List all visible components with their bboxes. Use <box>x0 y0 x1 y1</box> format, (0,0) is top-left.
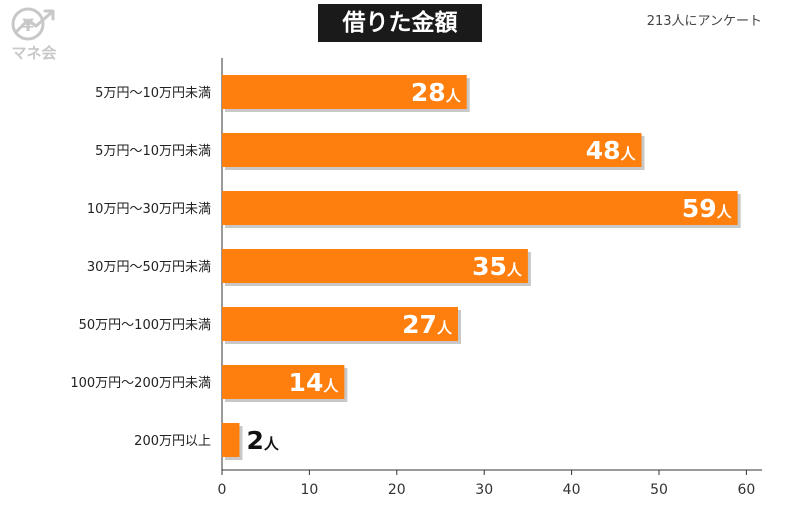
yen-symbol: ¥ <box>22 16 34 36</box>
x-tick-label-2: 20 <box>388 482 406 498</box>
category-label-2: 10万円～30万円未満 <box>87 202 211 217</box>
bar-6 <box>222 423 240 457</box>
value-label-2: 59人 <box>682 194 733 223</box>
value-label-5: 14人 <box>289 368 340 397</box>
brand-name: マネ会 <box>11 44 56 62</box>
value-label-1: 48人 <box>586 136 637 165</box>
value-label-0: 28人 <box>411 78 462 107</box>
bar-1 <box>222 133 642 167</box>
value-label-6: 2人 <box>246 426 279 455</box>
category-label-5: 100万円～200万円未満 <box>70 376 211 391</box>
brand-logo: ¥ マネ会 <box>11 7 57 62</box>
category-label-3: 30万円～50万円未満 <box>87 260 211 275</box>
x-tick-label-0: 0 <box>218 482 227 498</box>
x-tick-label-1: 10 <box>300 482 318 498</box>
value-label-4: 27人 <box>402 310 453 339</box>
x-tick-label-5: 50 <box>650 482 668 498</box>
x-tick-label-6: 60 <box>737 482 755 498</box>
x-tick-label-4: 40 <box>563 482 581 498</box>
bar-5 <box>222 365 345 399</box>
survey-note: 213人にアンケート <box>646 14 762 29</box>
chart-title: 借りた金額 <box>318 4 482 42</box>
x-tick-label-3: 30 <box>475 482 493 498</box>
value-label-3: 35人 <box>472 252 523 281</box>
category-label-0: 5万円～10万円未満 <box>95 86 211 101</box>
bar-4 <box>222 307 458 341</box>
bar-3 <box>222 249 528 283</box>
bar-0 <box>222 75 467 109</box>
category-label-6: 200万円以上 <box>134 434 211 449</box>
bar-2 <box>222 191 738 225</box>
category-label-4: 50万円～100万円未満 <box>79 318 211 333</box>
category-label-1: 5万円～10万円未満 <box>95 144 211 159</box>
